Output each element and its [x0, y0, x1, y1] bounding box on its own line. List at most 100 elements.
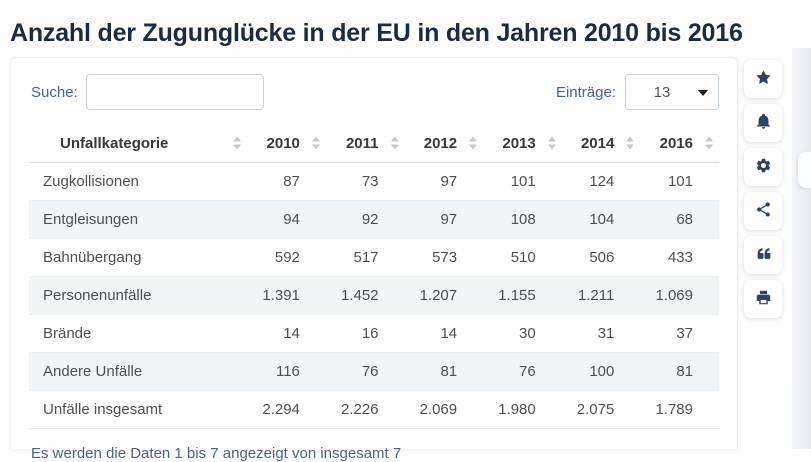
- data-table: Unfallkategorie 2010 2011 2012 2013 2014 2016 …: [29, 124, 719, 429]
- row-label-cell: Entgleisungen: [29, 200, 248, 239]
- entries-select-value: 13: [653, 83, 671, 101]
- value-cell: 81: [404, 352, 484, 391]
- value-cell: 16: [325, 314, 405, 353]
- column-header-2013[interactable]: 2013: [483, 124, 562, 163]
- table-card: Suche: Einträge: 13 Unfallkategorie 2010 2…: [10, 57, 738, 462]
- action-toolbar: [744, 60, 782, 318]
- row-label-cell: Unfälle insgesamt: [29, 390, 248, 429]
- value-cell: 76: [325, 352, 405, 391]
- value-cell: 1.452: [325, 276, 405, 315]
- value-cell: 101: [667, 173, 693, 190]
- chevron-down-icon: [698, 90, 708, 96]
- page-title: Anzahl der Zugunglücke in der EU in den …: [10, 18, 743, 47]
- favorite-button[interactable]: [744, 60, 782, 98]
- value-cell: 108: [483, 200, 562, 239]
- value-cell: 506: [561, 238, 641, 277]
- value-cell: 1.980: [483, 390, 562, 429]
- value-cell: 1.789: [640, 390, 719, 429]
- value-cell: 592: [247, 238, 326, 277]
- search-label: Suche:: [31, 83, 78, 101]
- sort-icon: [626, 136, 635, 150]
- sort-icon: [547, 136, 556, 150]
- sort-icon: [705, 136, 713, 150]
- table-row: Andere Unfälle 116 76 81 76 100 81: [29, 352, 719, 391]
- value-cell: 68: [640, 200, 719, 239]
- citation-button[interactable]: [744, 236, 782, 274]
- row-label-cell: Brände: [29, 314, 248, 353]
- table-header: Unfallkategorie 2010 2011 2012 2013 2014 2016: [29, 124, 719, 163]
- value-cell: 1.069: [640, 276, 719, 315]
- alert-button[interactable]: [744, 104, 782, 142]
- value-cell: 2.075: [561, 390, 641, 429]
- column-header-2010[interactable]: 2010: [247, 124, 326, 163]
- value-cell: 31: [561, 314, 641, 353]
- column-header-label: 2013: [502, 134, 536, 152]
- table-row: Zugkollisionen 87 73 97 101 124 101: [29, 163, 719, 201]
- value-cell: 37: [640, 314, 719, 353]
- share-icon: [755, 201, 772, 221]
- row-label-cell: Bahnübergang: [29, 238, 248, 277]
- side-panel-handle[interactable]: [798, 152, 811, 188]
- search-input[interactable]: [85, 74, 264, 110]
- value-cell: 97: [440, 173, 458, 190]
- value-cell: 510: [483, 238, 562, 277]
- value-cell: 94: [247, 200, 326, 239]
- sort-icon: [469, 136, 478, 150]
- value-cell: 100: [561, 352, 641, 391]
- column-header-label: 2014: [580, 134, 615, 152]
- value-cell: 1.155: [483, 276, 562, 315]
- value-cell: 517: [325, 238, 405, 277]
- value-cell: 2.226: [325, 390, 405, 429]
- table-row: Bahnübergang 592 517 573 510 506 433: [29, 238, 719, 277]
- column-header-2011[interactable]: 2011: [325, 124, 405, 163]
- star-icon: [755, 69, 772, 89]
- value-cell: 573: [404, 238, 484, 277]
- entries-select[interactable]: 13: [625, 74, 719, 110]
- quote-icon: [755, 245, 772, 265]
- value-cell: 116: [247, 352, 326, 391]
- gear-icon: [755, 157, 772, 177]
- sort-icon: [311, 136, 320, 150]
- column-header-2014[interactable]: 2014: [561, 124, 641, 163]
- table-body: Zugkollisionen 87 73 97 101 124 101 Entgleisung…: [29, 163, 719, 429]
- column-header-label: 2010: [266, 134, 300, 152]
- value-cell: 2.294: [247, 390, 326, 429]
- row-label-cell: Personenunfälle: [29, 276, 248, 315]
- sort-icon: [233, 136, 242, 150]
- value-cell: 1.211: [561, 276, 641, 315]
- print-button[interactable]: [744, 280, 782, 318]
- value-cell: 81: [640, 352, 719, 391]
- settings-button[interactable]: [744, 148, 782, 186]
- column-header-label: 2016: [659, 134, 693, 152]
- row-label-cell: Zugkollisionen: [43, 173, 139, 190]
- column-header-label: Unfallkategorie: [60, 134, 169, 152]
- value-cell: 104: [561, 200, 641, 239]
- value-cell: 2.069: [404, 390, 484, 429]
- column-header-label: 2011: [345, 134, 379, 152]
- page-edge-strip: [792, 48, 811, 449]
- print-icon: [755, 289, 772, 309]
- value-cell: 87: [283, 173, 300, 190]
- column-header-2016[interactable]: 2016: [640, 124, 719, 163]
- column-header-2012[interactable]: 2012: [404, 124, 484, 163]
- value-cell: 14: [404, 314, 484, 353]
- value-cell: 97: [404, 200, 484, 239]
- share-button[interactable]: [744, 192, 782, 230]
- table-controls: Suche: Einträge: 13: [29, 74, 719, 110]
- value-cell: 1.391: [247, 276, 326, 315]
- table-row: Personenunfälle 1.391 1.452 1.207 1.155 1.211…: [29, 276, 719, 315]
- header-row: Unfallkategorie 2010 2011 2012 2013 2014 2016: [29, 124, 719, 163]
- value-cell: 73: [361, 173, 379, 190]
- table-row: Unfälle insgesamt 2.294 2.226 2.069 1.980 2.0…: [29, 390, 719, 429]
- bell-icon: [755, 113, 772, 133]
- value-cell: 1.207: [404, 276, 484, 315]
- pagination-info: Es werden die Daten 1 bis 7 angezeigt vo…: [31, 445, 402, 462]
- value-cell: 124: [589, 173, 615, 190]
- value-cell: 92: [325, 200, 405, 239]
- value-cell: 433: [640, 238, 719, 277]
- value-cell: 30: [483, 314, 562, 353]
- column-header-category[interactable]: Unfallkategorie: [29, 124, 248, 163]
- value-cell: 76: [483, 352, 562, 391]
- table-row: Entgleisungen 94 92 97 108 104 68: [29, 200, 719, 239]
- row-label-cell: Andere Unfälle: [29, 352, 248, 391]
